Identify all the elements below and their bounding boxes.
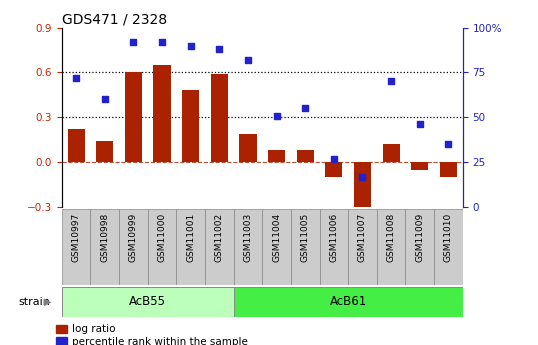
Point (358, 174, 367, 179)
Bar (62, 209, 90, 285)
Text: AcB55: AcB55 (129, 295, 166, 308)
Text: GSM11007: GSM11007 (358, 213, 367, 262)
Point (415, 122, 424, 127)
Bar (268, 150, 285, 162)
Bar (119, 209, 148, 285)
Bar (411, 162, 428, 170)
Text: GSM11009: GSM11009 (415, 213, 424, 262)
Bar (406, 209, 434, 285)
Bar (383, 144, 400, 162)
Bar (233, 209, 262, 285)
Point (158, 39, 166, 45)
Text: GSM11003: GSM11003 (244, 213, 252, 262)
Bar (377, 209, 406, 285)
Bar (125, 72, 142, 162)
Bar (325, 162, 342, 177)
Point (301, 106, 309, 111)
Text: GSM11001: GSM11001 (186, 213, 195, 262)
Text: ▶: ▶ (44, 297, 51, 307)
Bar (153, 65, 171, 162)
Text: GSM11005: GSM11005 (301, 213, 310, 262)
Text: GSM11010: GSM11010 (444, 213, 453, 262)
Bar (62, 287, 233, 317)
Point (387, 79, 395, 84)
Bar (148, 209, 176, 285)
Bar (68, 129, 85, 162)
Bar (182, 90, 199, 162)
Bar (176, 209, 205, 285)
Bar (205, 209, 233, 285)
Bar (440, 162, 457, 177)
Point (444, 141, 452, 147)
Bar (263, 209, 291, 285)
Bar (434, 209, 463, 285)
Point (101, 97, 109, 102)
Bar (211, 74, 228, 162)
Bar (320, 209, 348, 285)
Text: GSM10999: GSM10999 (129, 213, 138, 262)
Bar (348, 209, 377, 285)
Text: GSM11008: GSM11008 (387, 213, 395, 262)
Bar (233, 287, 463, 317)
Text: GSM10997: GSM10997 (72, 213, 81, 262)
Point (215, 46, 224, 52)
Text: GSM11006: GSM11006 (329, 213, 338, 262)
Point (72, 75, 81, 81)
Legend: log ratio, percentile rank within the sample: log ratio, percentile rank within the sa… (56, 324, 248, 345)
Bar (239, 134, 257, 162)
Text: GDS471 / 2328: GDS471 / 2328 (62, 12, 167, 27)
Point (330, 156, 338, 161)
Text: AcB61: AcB61 (330, 295, 367, 308)
Text: GSM11002: GSM11002 (215, 213, 224, 262)
Point (186, 43, 195, 48)
Text: GSM10998: GSM10998 (100, 213, 109, 262)
Bar (354, 162, 371, 219)
Bar (96, 141, 114, 162)
Text: GSM11000: GSM11000 (158, 213, 167, 262)
Point (244, 57, 252, 63)
Bar (90, 209, 119, 285)
Point (272, 113, 281, 118)
Text: GSM11004: GSM11004 (272, 213, 281, 262)
Bar (291, 209, 320, 285)
Text: strain: strain (19, 297, 51, 307)
Point (129, 39, 138, 45)
Bar (296, 150, 314, 162)
